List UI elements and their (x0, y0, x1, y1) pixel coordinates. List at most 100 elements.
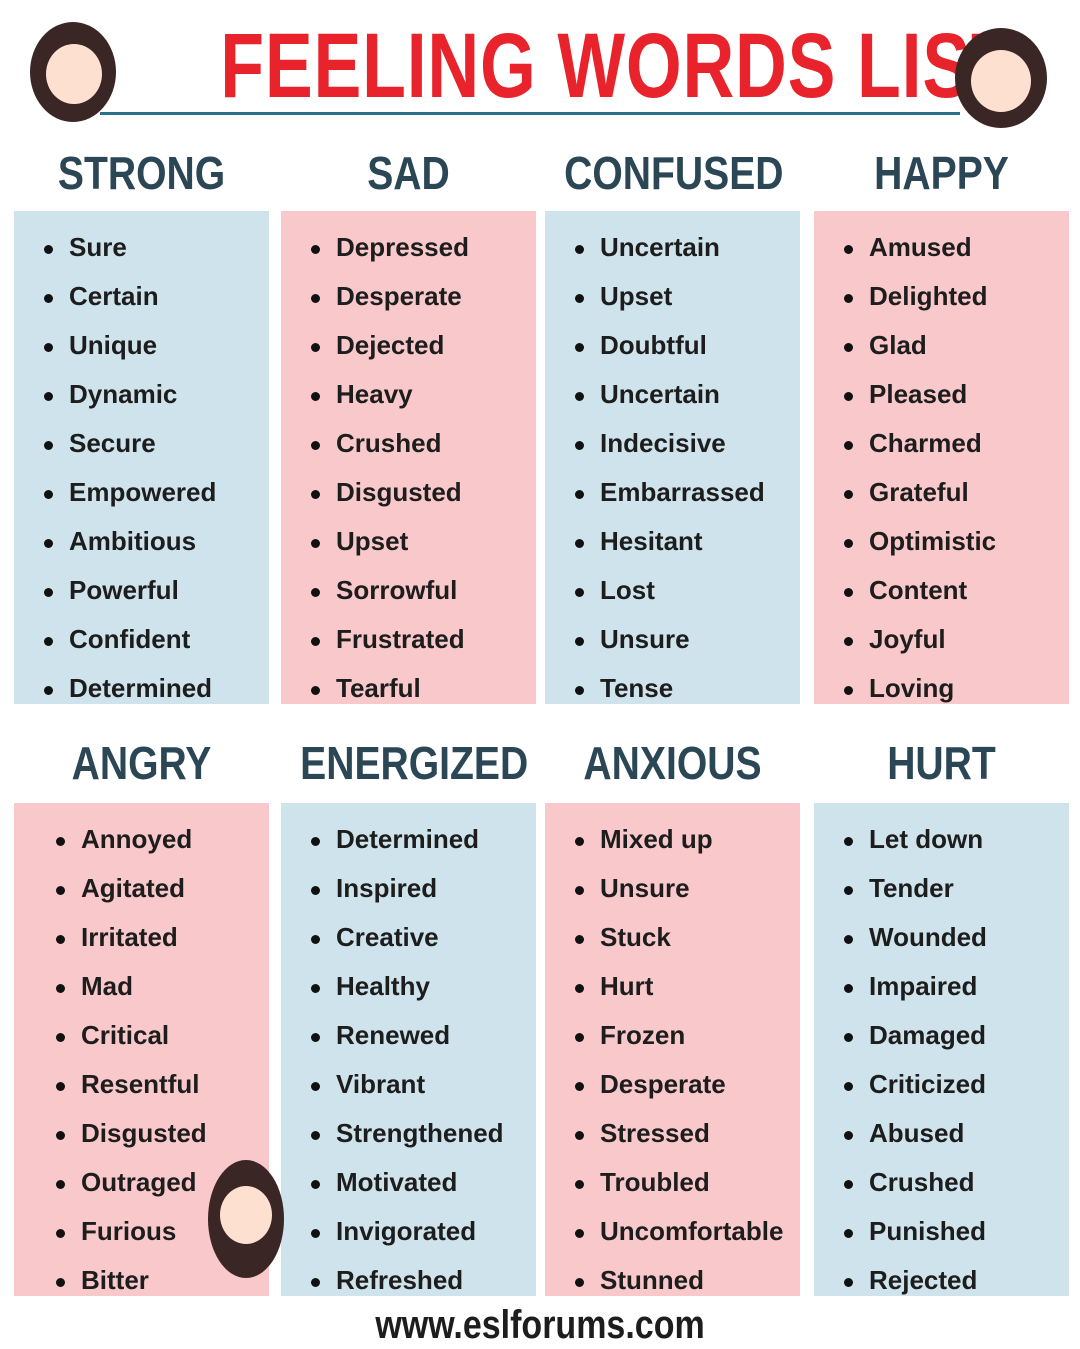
bullet-icon (311, 934, 320, 944)
word-text: Critical (81, 1020, 170, 1050)
bullet-icon (311, 685, 320, 695)
bullet-icon (844, 685, 853, 695)
bullet-icon (575, 685, 584, 695)
list-item: Sure (44, 223, 269, 272)
word-text: Creative (336, 922, 439, 952)
word-text: Furious (81, 1216, 177, 1246)
list-item: Loving (844, 664, 1069, 713)
list-item: Agitated (56, 864, 269, 913)
word-text: Sure (69, 232, 127, 262)
bullet-icon (311, 1130, 320, 1140)
list-item: Upset (575, 272, 800, 321)
bullet-icon (575, 342, 584, 352)
bullet-icon (56, 1228, 65, 1238)
word-text: Abused (869, 1118, 965, 1148)
list-item: Empowered (44, 468, 269, 517)
bullet-icon (844, 440, 853, 450)
bullet-icon (844, 293, 853, 303)
bullet-icon (844, 342, 853, 352)
word-list-box: Depressed Desperate Dejected Heavy Crushed Di… (281, 211, 536, 704)
bullet-icon (311, 587, 320, 597)
word-text: Dejected (336, 330, 445, 360)
word-text: Irritated (81, 922, 178, 952)
bullet-icon (56, 934, 65, 944)
word-text: Stressed (600, 1118, 710, 1148)
bullet-icon (311, 538, 320, 548)
bullet-icon (575, 391, 584, 401)
word-text: Vibrant (336, 1069, 426, 1099)
list-item: Certain (44, 272, 269, 321)
bullet-icon (311, 489, 320, 499)
bullet-icon (844, 836, 853, 846)
word-text: Uncertain (600, 232, 720, 262)
list-item: Unique (44, 321, 269, 370)
list-item: Inspired (311, 864, 536, 913)
word-text: Bitter (81, 1265, 149, 1295)
list-item: Let down (844, 815, 1069, 864)
bullet-icon (56, 1277, 65, 1287)
word-text: Upset (600, 281, 673, 311)
list-item: Determined (44, 664, 269, 713)
bullet-icon (844, 587, 853, 597)
word-text: Crushed (336, 428, 442, 458)
bullet-icon (575, 587, 584, 597)
bullet-icon (56, 885, 65, 895)
bullet-icon (311, 1179, 320, 1189)
word-list-box: Mixed up Unsure Stuck Hurt Frozen Desperate St… (545, 803, 800, 1296)
word-text: Lost (600, 575, 655, 605)
word-list-box: Sure Certain Unique Dynamic Secure Empowered A… (14, 211, 269, 704)
bullet-icon (575, 1130, 584, 1140)
list-item: Bitter (56, 1256, 269, 1305)
list-item: Stunned (575, 1256, 800, 1305)
bullet-icon (311, 983, 320, 993)
bullet-icon (311, 1277, 320, 1287)
list-item: Grateful (844, 468, 1069, 517)
bullet-icon (844, 1277, 853, 1287)
bullet-icon (844, 538, 853, 548)
word-text: Secure (69, 428, 156, 458)
list-item: Stressed (575, 1109, 800, 1158)
word-text: Troubled (600, 1167, 710, 1197)
bullet-icon (44, 636, 53, 646)
category-heading: ENERGIZED (300, 737, 529, 789)
bullet-icon (44, 342, 53, 352)
word-text: Annoyed (81, 824, 193, 854)
bullet-icon (56, 1032, 65, 1042)
bullet-icon (311, 836, 320, 846)
word-text: Charmed (869, 428, 982, 458)
word-text: Hurt (600, 971, 654, 1001)
word-text: Uncertain (600, 379, 720, 409)
word-text: Mad (81, 971, 133, 1001)
list-item: Troubled (575, 1158, 800, 1207)
word-text: Indecisive (600, 428, 726, 458)
word-text: Refreshed (336, 1265, 464, 1295)
list-item: Mad (56, 962, 269, 1011)
word-text: Empowered (69, 477, 217, 507)
list-item: Doubtful (575, 321, 800, 370)
bullet-icon (844, 244, 853, 254)
word-text: Desperate (336, 281, 462, 311)
word-text: Unsure (600, 873, 690, 903)
word-text: Grateful (869, 477, 969, 507)
word-text: Heavy (336, 379, 413, 409)
word-text: Uncomfortable (600, 1216, 784, 1246)
bullet-icon (56, 836, 65, 846)
bullet-icon (311, 1081, 320, 1091)
list-item: Punished (844, 1207, 1069, 1256)
bullet-icon (844, 983, 853, 993)
word-text: Renewed (336, 1020, 451, 1050)
bullet-icon (44, 685, 53, 695)
list-item: Unsure (575, 864, 800, 913)
word-text: Criticized (869, 1069, 987, 1099)
bullet-icon (575, 489, 584, 499)
word-text: Determined (69, 673, 213, 703)
word-text: Stunned (600, 1265, 704, 1295)
bullet-icon (575, 1228, 584, 1238)
word-text: Strengthened (336, 1118, 504, 1148)
list-item: Embarrassed (575, 468, 800, 517)
word-text: Ambitious (69, 526, 197, 556)
title-underline (100, 112, 960, 115)
bullet-icon (844, 885, 853, 895)
word-text: Inspired (336, 873, 438, 903)
